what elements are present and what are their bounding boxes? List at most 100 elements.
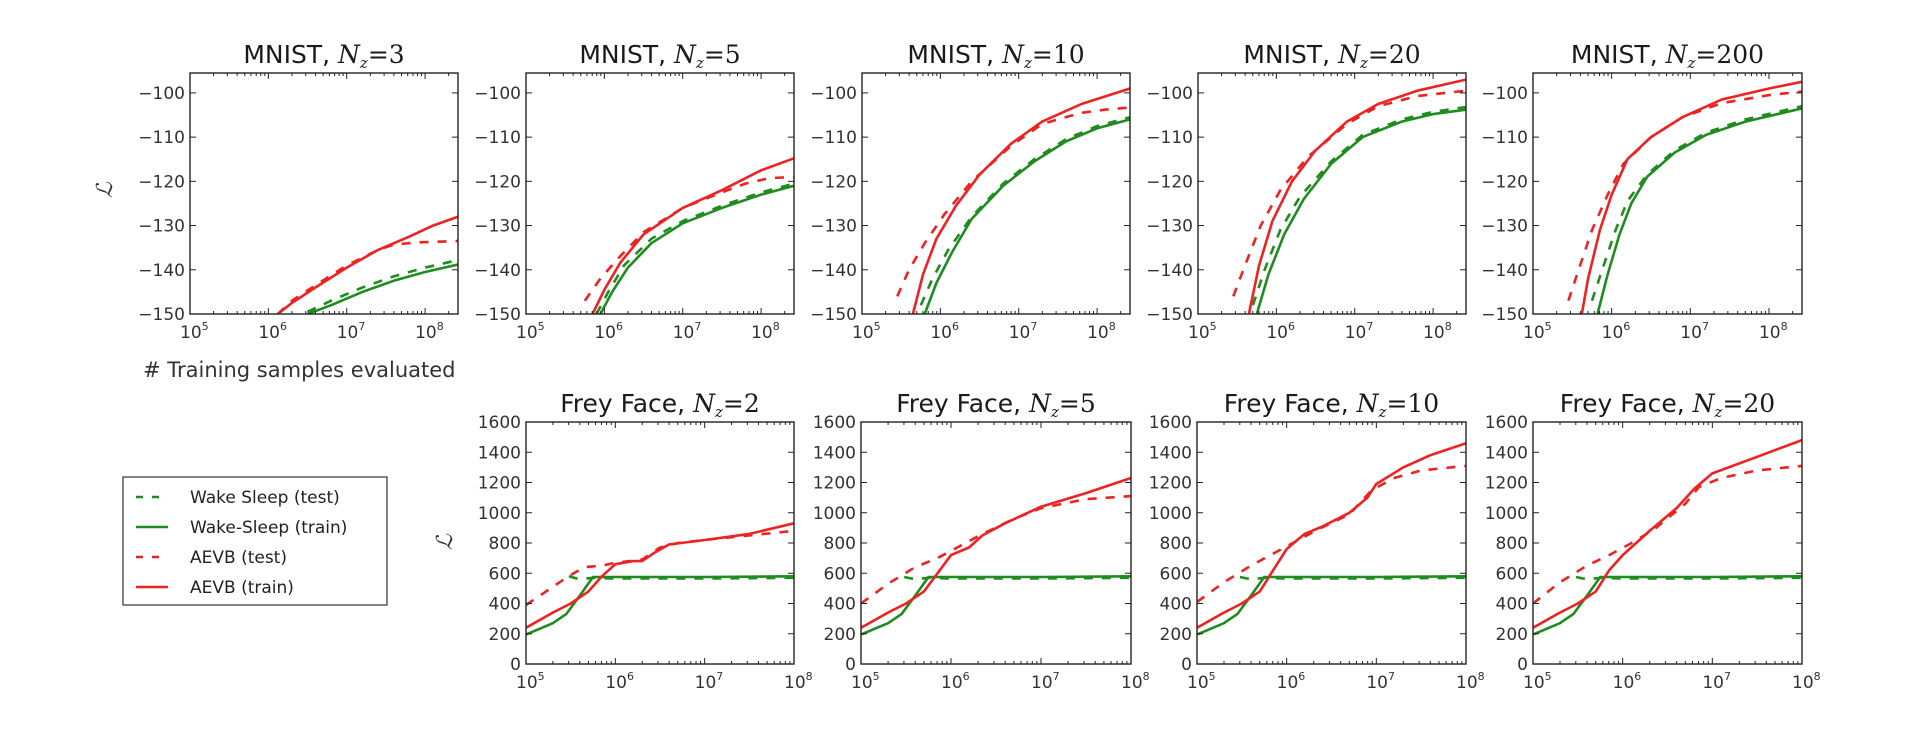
y-tick-label: 600 bbox=[489, 564, 521, 584]
panel-title: MNIST, Nz=10 bbox=[907, 40, 1084, 72]
panel-title: Frey Face, Nz=20 bbox=[1560, 389, 1775, 421]
x-tick-label: 105 bbox=[851, 670, 880, 693]
x-tick-label: 106 bbox=[258, 320, 287, 343]
legend-item: AEVB (test) bbox=[136, 548, 287, 568]
x-tick-label: 108 bbox=[1423, 320, 1452, 343]
series-group bbox=[1533, 438, 1802, 636]
panel-title: Frey Face, Nz=10 bbox=[1224, 389, 1439, 421]
series-group bbox=[276, 215, 458, 314]
panel-title: Frey Face, Nz=5 bbox=[896, 389, 1096, 421]
y-tick-label: 400 bbox=[1496, 595, 1528, 615]
series-line-aevb-test bbox=[1232, 89, 1466, 297]
y-tick-label: −110 bbox=[1146, 128, 1193, 148]
series-line-ws-test bbox=[306, 258, 458, 313]
panel-4: 105 106 107 108 −100 −110 −120 −130 −140 −150 MNIS… bbox=[1146, 40, 1467, 343]
y-tick-label: 200 bbox=[1496, 625, 1528, 645]
axes-frame bbox=[525, 72, 795, 315]
y-tick-label: 1600 bbox=[478, 413, 521, 433]
y-tick-label: −140 bbox=[1481, 261, 1528, 281]
series-line-ws-train bbox=[1255, 108, 1466, 314]
x-tick-label: 105 bbox=[1188, 320, 1217, 343]
x-tick-label: 108 bbox=[1087, 320, 1116, 343]
x-tick-label: 108 bbox=[1759, 320, 1788, 343]
y-tick-label: −100 bbox=[138, 84, 185, 104]
y-tick-label: 1000 bbox=[478, 504, 521, 524]
y-tick-label: −140 bbox=[810, 261, 857, 281]
y-tick-label: 0 bbox=[1181, 655, 1192, 675]
y-tick-label: −150 bbox=[1146, 305, 1193, 325]
series-line-ws-train bbox=[1197, 575, 1466, 636]
y-tick-label: 200 bbox=[489, 625, 521, 645]
x-tick-label: 108 bbox=[415, 320, 444, 343]
y-tick-label: −100 bbox=[1146, 84, 1193, 104]
y-tick-label: −110 bbox=[1481, 128, 1528, 148]
legend-item: AEVB (train) bbox=[136, 578, 294, 598]
series-line-ws-train bbox=[861, 575, 1131, 636]
series-line-ws-test bbox=[595, 182, 794, 314]
x-tick-label: 108 bbox=[784, 670, 813, 693]
x-tick-label: 106 bbox=[1277, 670, 1306, 693]
y-tick-label: 600 bbox=[824, 564, 856, 584]
x-tick-label: 107 bbox=[337, 320, 366, 343]
series-line-aevb-test bbox=[896, 106, 1130, 297]
series-line-ws-test bbox=[568, 575, 794, 581]
x-tick-label: 105 bbox=[1523, 320, 1552, 343]
series-line-ws-test bbox=[919, 115, 1130, 306]
y-tick-label: −110 bbox=[138, 128, 185, 148]
y-tick-label: 400 bbox=[1160, 595, 1192, 615]
y-tick-label: −140 bbox=[138, 261, 185, 281]
series-line-ws-train bbox=[599, 184, 794, 314]
series-line-aevb-test bbox=[1567, 90, 1802, 302]
legend-frame bbox=[122, 476, 388, 606]
series-line-aevb-train bbox=[1533, 438, 1802, 629]
panel-8: 105 106 107 108 1600 1400 1200 1000 800 600 400 200… bbox=[1149, 389, 1485, 693]
y-tick-label: −130 bbox=[810, 217, 857, 237]
series-group bbox=[1197, 441, 1466, 636]
x-tick-label: 108 bbox=[1456, 670, 1485, 693]
y-tick-label: −130 bbox=[474, 217, 521, 237]
x-tick-label: 105 bbox=[516, 670, 545, 693]
legend-label: Wake Sleep (test) bbox=[190, 488, 340, 508]
panel-9: 105 106 107 108 1600 1400 1200 1000 800 600 400 200… bbox=[1485, 389, 1821, 693]
y-tick-label: 200 bbox=[824, 625, 856, 645]
y-tick-label: 400 bbox=[824, 595, 856, 615]
legend-item: Wake-Sleep (train) bbox=[136, 518, 347, 538]
y-tick-label: 600 bbox=[1496, 564, 1528, 584]
y-tick-label: 800 bbox=[1496, 534, 1528, 554]
x-tick-label: 105 bbox=[852, 320, 881, 343]
y-tick-label: −120 bbox=[1481, 172, 1528, 192]
axes-frame bbox=[1197, 72, 1467, 315]
x-tick-label: 105 bbox=[1523, 670, 1552, 693]
axes-frame bbox=[1532, 72, 1803, 315]
y-tick-label: 1200 bbox=[1149, 474, 1192, 494]
y-tick-label: −130 bbox=[138, 217, 185, 237]
y-tick-label: −130 bbox=[1146, 217, 1193, 237]
series-line-ws-test bbox=[903, 575, 1131, 581]
axes-frame bbox=[525, 421, 795, 665]
series-line-aevb-train bbox=[276, 215, 458, 314]
series-line-aevb-test bbox=[583, 175, 794, 302]
series-line-ws-train bbox=[1533, 575, 1802, 636]
axes-frame bbox=[861, 72, 1131, 315]
shared-x-axis-label: # Training samples evaluated bbox=[143, 358, 456, 382]
series-line-aevb-test bbox=[1197, 464, 1466, 604]
y-tick-label: 1400 bbox=[1485, 443, 1528, 463]
legend-label: AEVB (train) bbox=[190, 578, 294, 598]
y-tick-label: −150 bbox=[138, 305, 185, 325]
panel-7: 105 106 107 108 1600 1400 1200 1000 800 600 400 200… bbox=[813, 389, 1150, 693]
y-tick-label: 1400 bbox=[478, 443, 521, 463]
y-tick-label: 200 bbox=[1160, 625, 1192, 645]
y-tick-label: −150 bbox=[1481, 305, 1528, 325]
y-tick-label: 0 bbox=[1517, 655, 1528, 675]
y-tick-label: −140 bbox=[1146, 261, 1193, 281]
panel-3: 105 106 107 108 −100 −110 −120 −130 −140 −150 MNIS… bbox=[810, 40, 1131, 343]
series-line-ws-test bbox=[1575, 575, 1802, 581]
series-line-ws-train bbox=[307, 263, 458, 314]
y-tick-label: −120 bbox=[474, 172, 521, 192]
x-tick-label: 106 bbox=[1266, 320, 1295, 343]
legend: Wake Sleep (test) Wake-Sleep (train) AEVB … bbox=[122, 476, 388, 606]
y-tick-label: 1600 bbox=[813, 413, 856, 433]
series-line-ws-test bbox=[1239, 575, 1466, 581]
series-group bbox=[526, 522, 794, 636]
